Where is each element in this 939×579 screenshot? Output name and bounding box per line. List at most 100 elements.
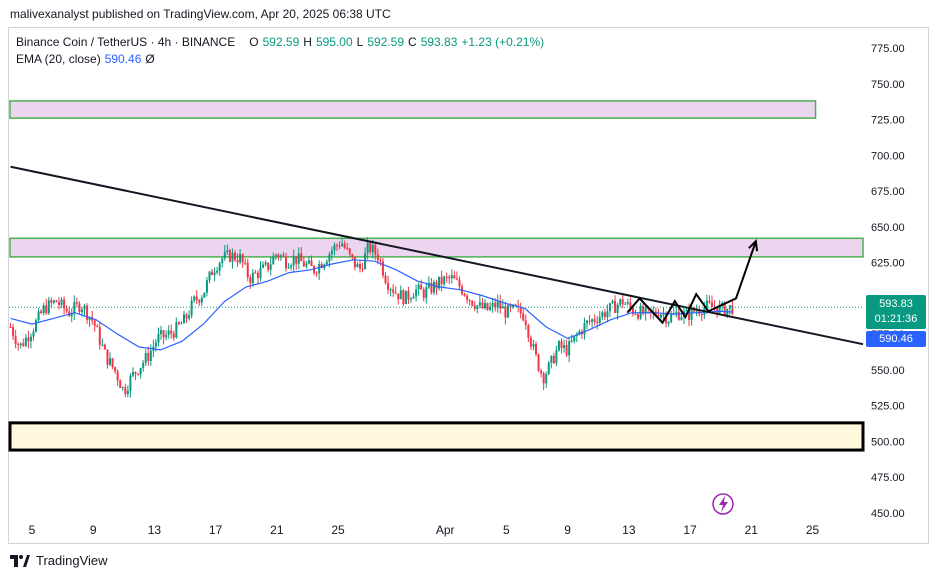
- candle-body: [695, 310, 698, 312]
- candle-body: [445, 276, 448, 278]
- candle-body: [394, 292, 397, 294]
- candle-body: [254, 272, 257, 274]
- candle-body: [509, 305, 512, 308]
- candle-body: [24, 337, 27, 346]
- candle-body: [591, 319, 594, 322]
- candle-body: [412, 296, 415, 299]
- close-value: 593.83: [420, 35, 458, 49]
- low-value: 592.59: [367, 35, 405, 49]
- candle-body: [586, 320, 589, 324]
- candle-body: [167, 330, 170, 335]
- candle-body: [606, 311, 609, 318]
- candle-body: [455, 278, 458, 280]
- candle-body: [578, 331, 581, 335]
- candle-body: [570, 341, 573, 343]
- candle-body: [351, 254, 354, 258]
- x-tick-label: 25: [806, 523, 820, 537]
- candle-body: [494, 302, 497, 308]
- candle-body: [557, 341, 560, 351]
- candle-body: [481, 302, 484, 309]
- projection-path: [626, 240, 757, 325]
- candle-body: [231, 252, 234, 262]
- candle-body: [598, 316, 601, 323]
- candle-body: [616, 304, 619, 313]
- candle-body: [147, 352, 150, 362]
- y-tick-label: 650.00: [871, 222, 905, 234]
- candle-body: [45, 305, 48, 314]
- candle-body: [688, 309, 691, 320]
- candle-body: [325, 261, 328, 265]
- y-tick-label: 675.00: [871, 186, 905, 198]
- candle-body: [486, 303, 489, 310]
- candle-body: [410, 298, 413, 300]
- candle-body: [659, 314, 662, 318]
- candle-body: [330, 250, 333, 255]
- candle-body: [537, 354, 540, 371]
- candle-body: [195, 296, 198, 301]
- candle-body: [185, 314, 188, 319]
- candle-body: [626, 302, 629, 304]
- candle-body: [374, 244, 377, 255]
- candle-body: [50, 300, 53, 303]
- candle-body: [657, 315, 660, 318]
- candle-body: [440, 276, 443, 285]
- candle-body: [430, 282, 433, 293]
- candle-body: [9, 327, 12, 328]
- change-value: +1.23 (+0.21%): [461, 35, 545, 49]
- candle-body: [180, 323, 183, 325]
- candle-body: [157, 334, 160, 343]
- close-label: C: [408, 35, 417, 49]
- candle-body: [700, 314, 703, 316]
- x-tick-label: 5: [29, 523, 36, 537]
- candle-body: [188, 315, 191, 319]
- candle-body: [126, 390, 129, 395]
- candle-body: [295, 256, 298, 264]
- y-tick-label: 550.00: [871, 365, 905, 377]
- candle-body: [336, 244, 339, 246]
- candle-body: [404, 290, 407, 305]
- candle-body: [432, 282, 435, 293]
- candle-body: [583, 323, 586, 335]
- candle-body: [483, 303, 486, 309]
- ema-line: [10, 259, 733, 351]
- candle-body: [634, 313, 637, 315]
- candle-body: [203, 292, 206, 298]
- candle-body: [642, 305, 645, 314]
- lightning-icon[interactable]: [712, 493, 734, 515]
- candle-body: [310, 260, 313, 266]
- candle-body: [690, 308, 693, 320]
- candle-body: [27, 337, 30, 342]
- candle-body: [12, 327, 15, 337]
- x-tick-label: Apr: [436, 523, 455, 537]
- candle-body: [274, 254, 277, 257]
- candle-body: [233, 252, 236, 260]
- tradingview-footer[interactable]: TradingView: [10, 553, 108, 568]
- candle-body: [121, 387, 124, 389]
- candle-body: [264, 262, 267, 265]
- ema-label[interactable]: EMA (20, close): [16, 52, 101, 66]
- candle-body: [198, 300, 201, 303]
- candle-body: [78, 303, 81, 312]
- support-zone: [8, 421, 865, 452]
- candle-body: [504, 306, 507, 318]
- candle-body: [353, 257, 356, 268]
- candle-body: [512, 304, 515, 308]
- candle-body: [109, 358, 112, 365]
- candle-body: [723, 302, 726, 316]
- candle-body: [228, 250, 231, 262]
- candle-body: [236, 259, 239, 263]
- y-tick-label: 450.00: [871, 508, 905, 520]
- candle-body: [619, 299, 622, 305]
- candle-body: [267, 262, 270, 270]
- symbol-title[interactable]: Binance Coin / TetherUS · 4h · BINANCE: [16, 35, 236, 49]
- candle-body: [443, 276, 446, 285]
- candle-body: [60, 299, 63, 305]
- candle-body: [103, 344, 106, 350]
- candle-body: [88, 317, 91, 320]
- candle-body: [14, 336, 17, 345]
- candle-body: [532, 343, 535, 347]
- x-tick-label: 5: [503, 523, 510, 537]
- tradingview-logo-icon: [10, 554, 30, 567]
- candle-body: [547, 362, 550, 375]
